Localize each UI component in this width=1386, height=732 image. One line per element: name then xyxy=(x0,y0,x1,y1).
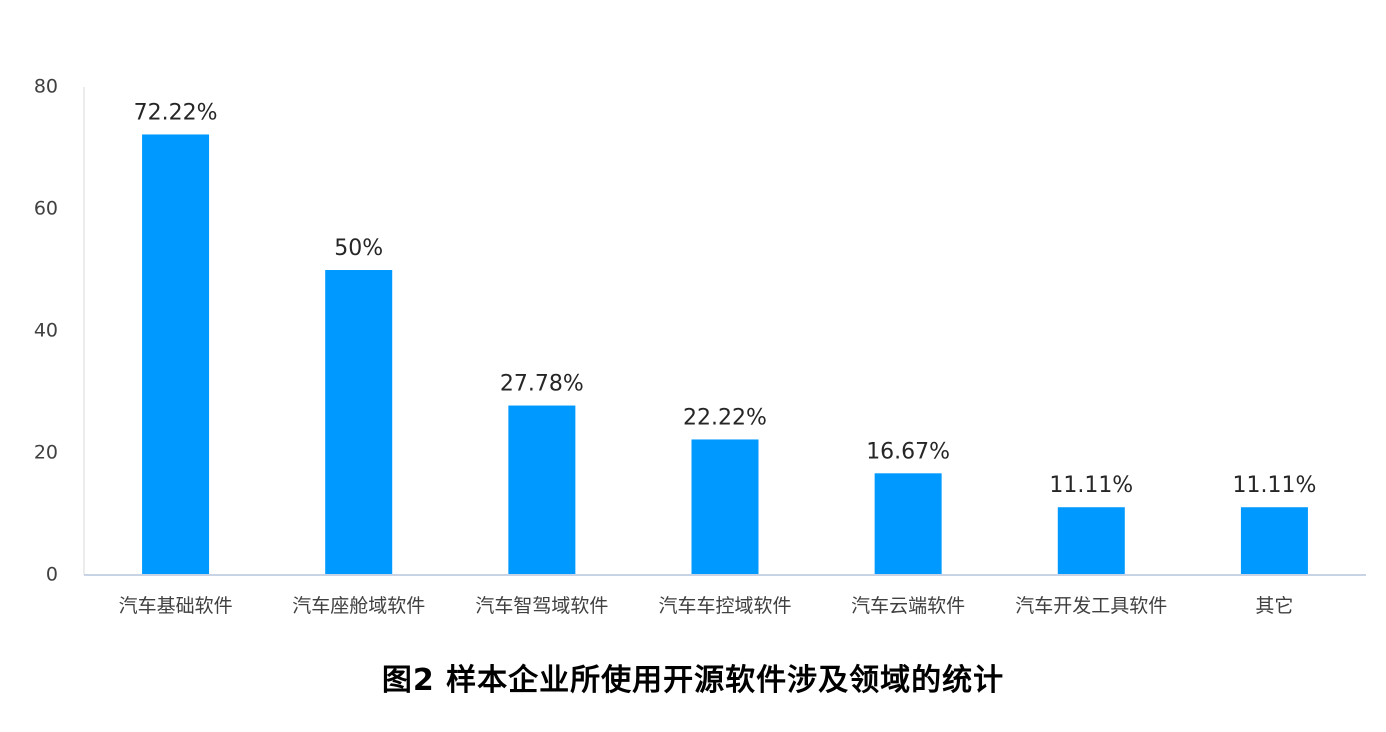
y-tick-label: 40 xyxy=(34,320,58,342)
x-axis: 汽车基础软件 汽车座舱域软件 汽车智驾域软件 汽车车控域软件 汽车云端软件 汽车开发工具软… xyxy=(84,574,1366,617)
x-tick-label: 汽车智驾域软件 xyxy=(475,595,608,617)
bar xyxy=(1057,507,1125,575)
bar xyxy=(142,134,210,575)
data-label: 22.22% xyxy=(683,405,767,430)
x-tick-label: 汽车基础软件 xyxy=(119,595,233,617)
data-label: 11.11% xyxy=(1049,473,1133,498)
data-labels: 72.22% 50% 27.78% 22.22% 16.67% 11.11% 11.11% xyxy=(134,100,1317,498)
y-tick-label: 0 xyxy=(46,564,58,586)
bar xyxy=(508,405,576,575)
bar xyxy=(1240,507,1308,575)
data-label: 27.78% xyxy=(500,372,584,397)
x-tick-label: 汽车车控域软件 xyxy=(658,595,791,617)
y-tick-label: 20 xyxy=(34,442,58,464)
bar xyxy=(874,473,942,575)
bars xyxy=(142,134,1308,575)
data-label: 11.11% xyxy=(1232,473,1316,498)
data-label: 72.22% xyxy=(134,100,218,125)
x-tick-label: 汽车开发工具软件 xyxy=(1015,595,1167,617)
y-tick-label: 60 xyxy=(34,198,58,220)
y-tick-label: 80 xyxy=(34,76,58,98)
x-tick-label: 汽车云端软件 xyxy=(851,595,965,617)
data-label: 50% xyxy=(334,236,383,261)
x-tick-label: 汽车座舱域软件 xyxy=(292,595,425,617)
bar xyxy=(325,270,393,575)
x-tick-label: 其它 xyxy=(1255,595,1293,617)
bar xyxy=(691,439,759,575)
y-axis: 0 20 40 60 80 xyxy=(34,76,85,586)
data-label: 16.67% xyxy=(866,439,950,464)
figure-caption: 图2 样本企业所使用开源软件涉及领域的统计 xyxy=(381,663,1005,698)
